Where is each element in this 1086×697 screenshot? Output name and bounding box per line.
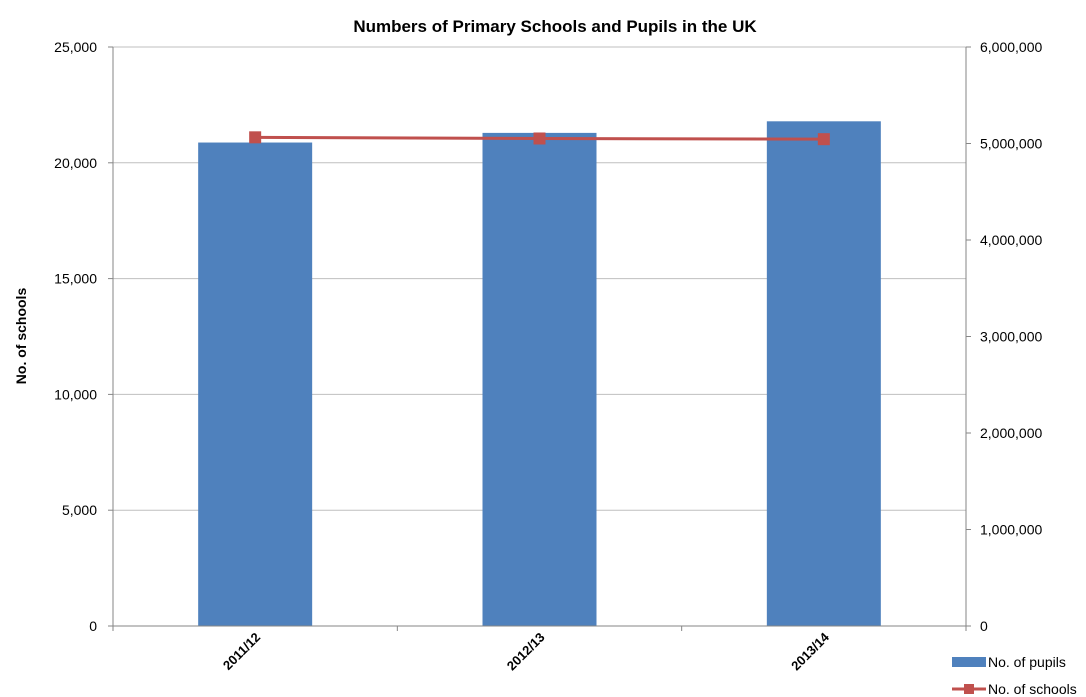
chart-title: Numbers of Primary Schools and Pupils in… bbox=[353, 17, 757, 36]
schools-marker-2013/14 bbox=[817, 133, 830, 146]
right-tick-label: 3,000,000 bbox=[980, 329, 1042, 345]
right-tick-label: 4,000,000 bbox=[980, 232, 1042, 248]
bar-series bbox=[198, 121, 881, 627]
right-tick-label: 5,000,000 bbox=[980, 136, 1042, 152]
legend-marker-schools bbox=[964, 684, 974, 694]
right-tick-label: 1,000,000 bbox=[980, 522, 1042, 538]
bar-2011/12 bbox=[198, 142, 313, 626]
left-tick-label: 20,000 bbox=[54, 155, 97, 171]
right-tick-label: 6,000,000 bbox=[980, 39, 1042, 55]
category-labels: 2011/12 2012/13 2013/14 bbox=[220, 629, 833, 673]
right-axis-ticks: 0 1,000,000 2,000,000 3,000,000 4,000,000 5,0… bbox=[966, 39, 1042, 634]
left-tick-label: 5,000 bbox=[62, 502, 97, 518]
category-label: 2012/13 bbox=[504, 630, 548, 674]
left-tick-label: 0 bbox=[89, 618, 97, 634]
bar-2013/14 bbox=[766, 121, 881, 627]
right-tick-label: 0 bbox=[980, 618, 988, 634]
category-label: 2011/12 bbox=[220, 630, 263, 673]
legend-label-schools: No. of schools bbox=[988, 681, 1077, 697]
schools-marker-2011/12 bbox=[249, 131, 262, 144]
left-tick-label: 15,000 bbox=[54, 271, 97, 287]
legend: No. of pupils No. of schools bbox=[952, 654, 1077, 697]
bar-2012/13 bbox=[482, 132, 597, 626]
left-axis-ticks: 0 5,000 10,000 15,000 20,000 25,000 bbox=[54, 39, 113, 634]
y-axis-title: No. of schools bbox=[13, 288, 29, 385]
line-series bbox=[249, 131, 830, 146]
category-label: 2013/14 bbox=[788, 629, 832, 673]
left-tick-label: 25,000 bbox=[54, 39, 97, 55]
right-tick-label: 2,000,000 bbox=[980, 425, 1042, 441]
left-tick-label: 10,000 bbox=[54, 386, 97, 402]
schools-marker-2012/13 bbox=[533, 132, 546, 145]
legend-label-pupils: No. of pupils bbox=[988, 654, 1066, 670]
legend-swatch-pupils bbox=[952, 657, 986, 667]
